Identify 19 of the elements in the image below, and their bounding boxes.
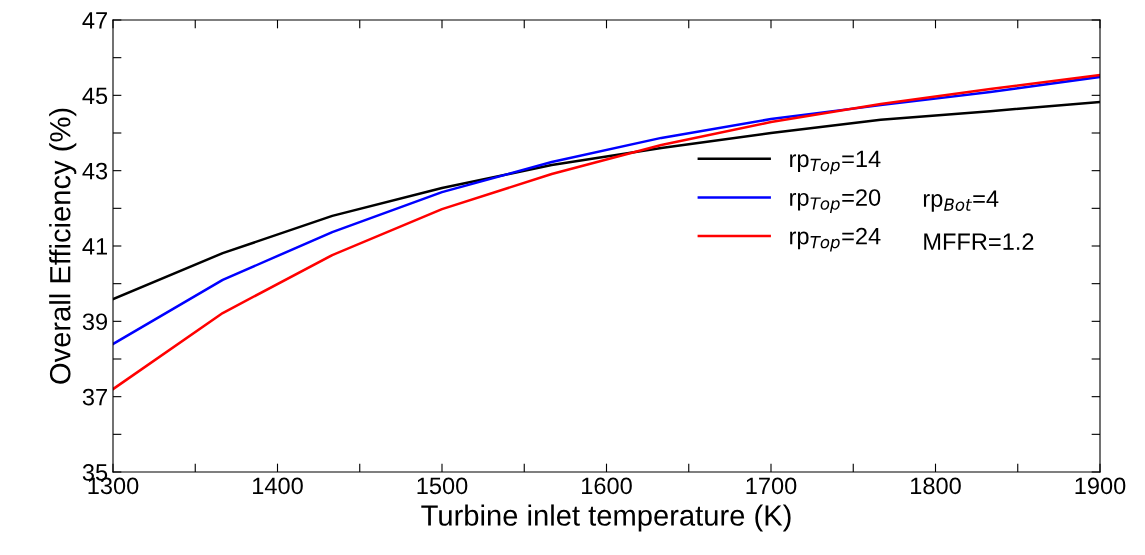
- y-tick-label: 43: [82, 162, 108, 180]
- annotation: MFFR=1.2: [924, 233, 1034, 250]
- y-tick-label: 47: [82, 12, 107, 29]
- x-tick-label: 1400: [253, 477, 303, 495]
- x-tick-label: 1900: [1075, 477, 1126, 495]
- x-tick-label: 1500: [417, 477, 468, 495]
- x-tick-label: 1600: [582, 477, 632, 495]
- legend-label: rp$_{Top}$=20: [790, 189, 881, 213]
- y-axis-title: Overall Efficiency (%): [49, 108, 77, 384]
- y-tick-label: 39: [82, 313, 108, 331]
- y-tick-label: 45: [82, 87, 108, 105]
- x-tick-label: 1700: [746, 477, 797, 495]
- annotation: rp$_{Bot}$=4: [923, 190, 999, 212]
- x-tick-label: 1800: [911, 477, 961, 495]
- legend-label: rp$_{Top}$=14: [790, 150, 881, 175]
- y-tick-label: 37: [82, 388, 107, 406]
- y-tick-label: 41: [82, 238, 107, 255]
- legend-label: rp$_{Top}$=24: [790, 227, 881, 252]
- x-axis-title: Turbine inlet temperature (K): [421, 504, 791, 532]
